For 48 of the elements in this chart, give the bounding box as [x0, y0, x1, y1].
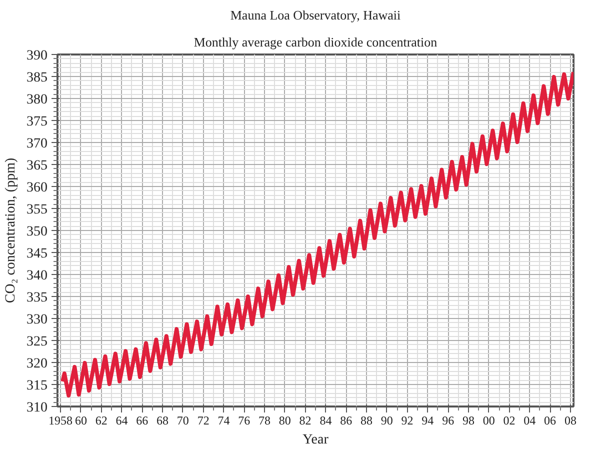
y-tick-label: 315: [26, 378, 48, 394]
x-tick-label: 84: [320, 414, 332, 428]
y-tick-label: 350: [26, 224, 48, 240]
x-tick-label: 80: [278, 414, 291, 428]
x-tick-label: 00: [482, 414, 495, 428]
y-tick-label: 385: [26, 70, 48, 86]
x-tick-label: 92: [401, 414, 414, 428]
y-tick-label: 360: [26, 180, 48, 196]
x-tick-label: 06: [544, 414, 556, 428]
x-tick-label: 90: [380, 414, 393, 428]
y-tick-label: 375: [26, 114, 48, 130]
x-tick-label: 62: [95, 414, 108, 428]
y-tick-label: 320: [26, 356, 48, 372]
y-axis-title: CO₂ concentration, (ppm): [4, 158, 18, 304]
x-tick-label: 04: [524, 414, 536, 428]
y-tick-label: 345: [26, 246, 48, 262]
x-tick-label: 86: [340, 414, 352, 428]
y-tick-label: 380: [26, 92, 48, 108]
y-tick-label: 335: [26, 290, 48, 306]
x-tick-label: 76: [238, 414, 250, 428]
x-axis-title: Year: [302, 432, 329, 448]
x-tick-label: 94: [422, 414, 434, 428]
x-tick-label: 70: [176, 414, 189, 428]
y-tick-label: 365: [26, 158, 48, 174]
x-tick-label: 88: [360, 414, 372, 428]
x-tick-label: 72: [197, 414, 210, 428]
chart-title: Mauna Loa Observatory, Hawaii: [230, 8, 402, 22]
x-tick-label: 08: [564, 414, 576, 428]
y-tick-label: 325: [26, 334, 48, 350]
x-tick-label: 78: [258, 414, 271, 428]
x-tick-label: 66: [136, 414, 148, 428]
x-tick-label: 1958: [48, 414, 73, 428]
x-tick-label: 68: [156, 414, 169, 428]
y-tick-label: 390: [26, 48, 48, 64]
x-tick-label: 96: [442, 414, 454, 428]
x-tick-label: 98: [462, 414, 474, 428]
chart-subtitle: Monthly average carbon dioxide concentration: [194, 34, 438, 50]
y-tick-label: 370: [26, 136, 48, 152]
y-tick-label: 340: [26, 268, 48, 284]
y-tick-label: 355: [26, 202, 48, 218]
x-tick-label: 82: [299, 414, 312, 428]
x-tick-label: 74: [218, 414, 230, 428]
y-tick-label: 330: [26, 312, 48, 328]
line-series: [60, 70, 574, 398]
x-tick-label: 60: [74, 414, 87, 428]
x-tick-label: 02: [503, 414, 516, 428]
x-tick-label: 64: [116, 414, 128, 428]
y-tick-label: 310: [26, 400, 48, 416]
